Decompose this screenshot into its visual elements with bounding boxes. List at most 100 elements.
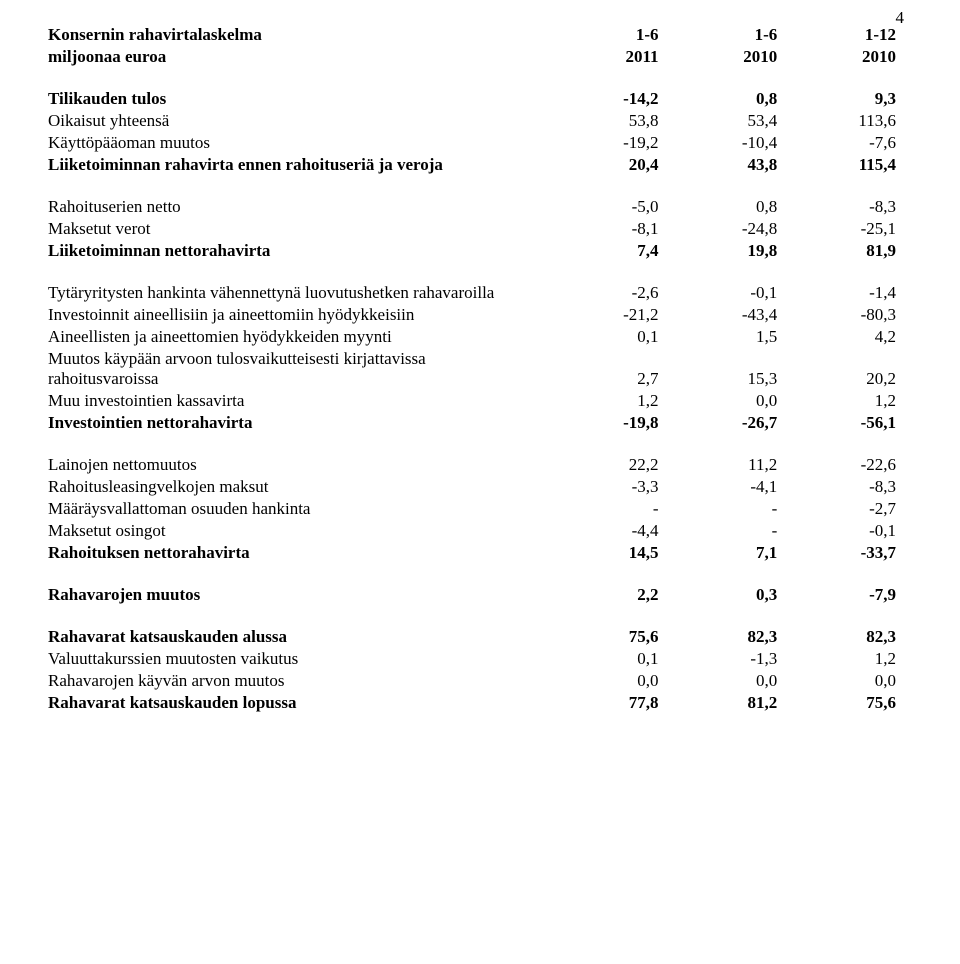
table-title: Konsernin rahavirtalaskelma [48,24,540,46]
row-value: 53,8 [540,110,659,132]
row-value: 19,8 [659,240,778,262]
row-value: 0,1 [540,648,659,670]
row-value: -8,3 [777,476,896,498]
row-value: 2,7 [540,348,659,390]
row-label: Investointien nettorahavirta [48,412,540,434]
row-label: Muutos käypään arvoon tulosvaikutteisest… [48,348,540,390]
row-value: 22,2 [540,454,659,476]
section-gap [48,176,896,196]
table-row: Rahoituserien netto-5,00,8-8,3 [48,196,896,218]
row-value: 81,9 [777,240,896,262]
table-row: Investoinnit aineellisiin ja aineettomii… [48,304,896,326]
row-value: 115,4 [777,154,896,176]
row-value: 77,8 [540,692,659,714]
row-label: Maksetut osingot [48,520,540,542]
row-label: Muu investointien kassavirta [48,390,540,412]
row-value: 82,3 [777,626,896,648]
row-value: 81,2 [659,692,778,714]
row-label: Rahoituserien netto [48,196,540,218]
table-row: Rahoituksen nettorahavirta14,57,1-33,7 [48,542,896,564]
row-value: -33,7 [777,542,896,564]
col2-period: 1-6 [659,24,778,46]
row-value: - [540,498,659,520]
row-value: -25,1 [777,218,896,240]
table-row: Maksetut osingot-4,4--0,1 [48,520,896,542]
col3-period: 1-12 [777,24,896,46]
table-row: Määräysvallattoman osuuden hankinta---2,… [48,498,896,520]
row-value: 20,2 [777,348,896,390]
row-value: -10,4 [659,132,778,154]
row-label: Maksetut verot [48,218,540,240]
row-value: -43,4 [659,304,778,326]
table-row: Tytäryritysten hankinta vähennettynä luo… [48,282,896,304]
row-value: -1,4 [777,282,896,304]
table-row: Muutos käypään arvoon tulosvaikutteisest… [48,348,896,390]
section-gap [48,564,896,584]
row-label: Valuuttakurssien muutosten vaikutus [48,648,540,670]
row-label: Rahavarojen käyvän arvon muutos [48,670,540,692]
row-value: 75,6 [777,692,896,714]
row-value: 113,6 [777,110,896,132]
row-value: 14,5 [540,542,659,564]
col1-period: 1-6 [540,24,659,46]
row-value: 0,8 [659,88,778,110]
row-value: -14,2 [540,88,659,110]
table-row: Oikaisut yhteensä53,853,4113,6 [48,110,896,132]
table-row: Käyttöpääoman muutos-19,2-10,4-7,6 [48,132,896,154]
table-row: Rahavarat katsauskauden alussa75,682,382… [48,626,896,648]
row-value: -7,9 [777,584,896,606]
row-value: - [659,498,778,520]
row-label: Rahavarojen muutos [48,584,540,606]
row-label: Lainojen nettomuutos [48,454,540,476]
row-value: -19,2 [540,132,659,154]
row-label: Liiketoiminnan nettorahavirta [48,240,540,262]
row-value: 0,0 [659,390,778,412]
table-row: Rahavarojen muutos2,20,3-7,9 [48,584,896,606]
row-value: -21,2 [540,304,659,326]
row-value: -2,6 [540,282,659,304]
row-label: Investoinnit aineellisiin ja aineettomii… [48,304,540,326]
table-row: Investointien nettorahavirta-19,8-26,7-5… [48,412,896,434]
row-value: -0,1 [659,282,778,304]
table-row: Rahavarojen käyvän arvon muutos0,00,00,0 [48,670,896,692]
section-gap [48,606,896,626]
table-row: Liiketoiminnan rahavirta ennen rahoituse… [48,154,896,176]
row-value: 82,3 [659,626,778,648]
table-subtitle: miljoonaa euroa [48,46,540,68]
row-value: -4,4 [540,520,659,542]
table-row: Liiketoiminnan nettorahavirta7,419,881,9 [48,240,896,262]
row-value: 7,4 [540,240,659,262]
section-gap [48,262,896,282]
row-value: 2,2 [540,584,659,606]
row-label: Käyttöpääoman muutos [48,132,540,154]
row-value: -56,1 [777,412,896,434]
row-value: 1,2 [777,648,896,670]
row-value: -24,8 [659,218,778,240]
section-gap [48,434,896,454]
row-value: 15,3 [659,348,778,390]
row-value: 9,3 [777,88,896,110]
row-value: 1,2 [540,390,659,412]
table-row: Rahoitusleasingvelkojen maksut-3,3-4,1-8… [48,476,896,498]
table-row: Rahavarat katsauskauden lopussa77,881,27… [48,692,896,714]
cashflow-table: Konsernin rahavirtalaskelma 1-6 1-6 1-12… [48,24,896,714]
row-value: 4,2 [777,326,896,348]
table-header-periods: Konsernin rahavirtalaskelma 1-6 1-6 1-12 [48,24,896,46]
page-number: 4 [896,8,905,28]
row-value: 0,8 [659,196,778,218]
row-value: 0,0 [777,670,896,692]
row-label: Määräysvallattoman osuuden hankinta [48,498,540,520]
table-row: Maksetut verot-8,1-24,8-25,1 [48,218,896,240]
row-value: 11,2 [659,454,778,476]
row-value: -4,1 [659,476,778,498]
row-value: -80,3 [777,304,896,326]
row-value: 0,0 [659,670,778,692]
row-label: Tytäryritysten hankinta vähennettynä luo… [48,282,540,304]
row-value: -0,1 [777,520,896,542]
row-value: -8,3 [777,196,896,218]
row-value: 0,0 [540,670,659,692]
row-value: - [659,520,778,542]
row-value: 1,5 [659,326,778,348]
table-row: Lainojen nettomuutos22,211,2-22,6 [48,454,896,476]
row-value: -26,7 [659,412,778,434]
